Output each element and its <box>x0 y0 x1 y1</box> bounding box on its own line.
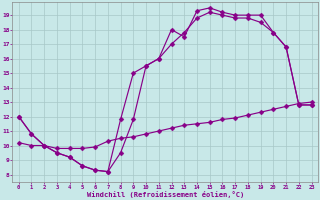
X-axis label: Windchill (Refroidissement éolien,°C): Windchill (Refroidissement éolien,°C) <box>86 191 244 198</box>
